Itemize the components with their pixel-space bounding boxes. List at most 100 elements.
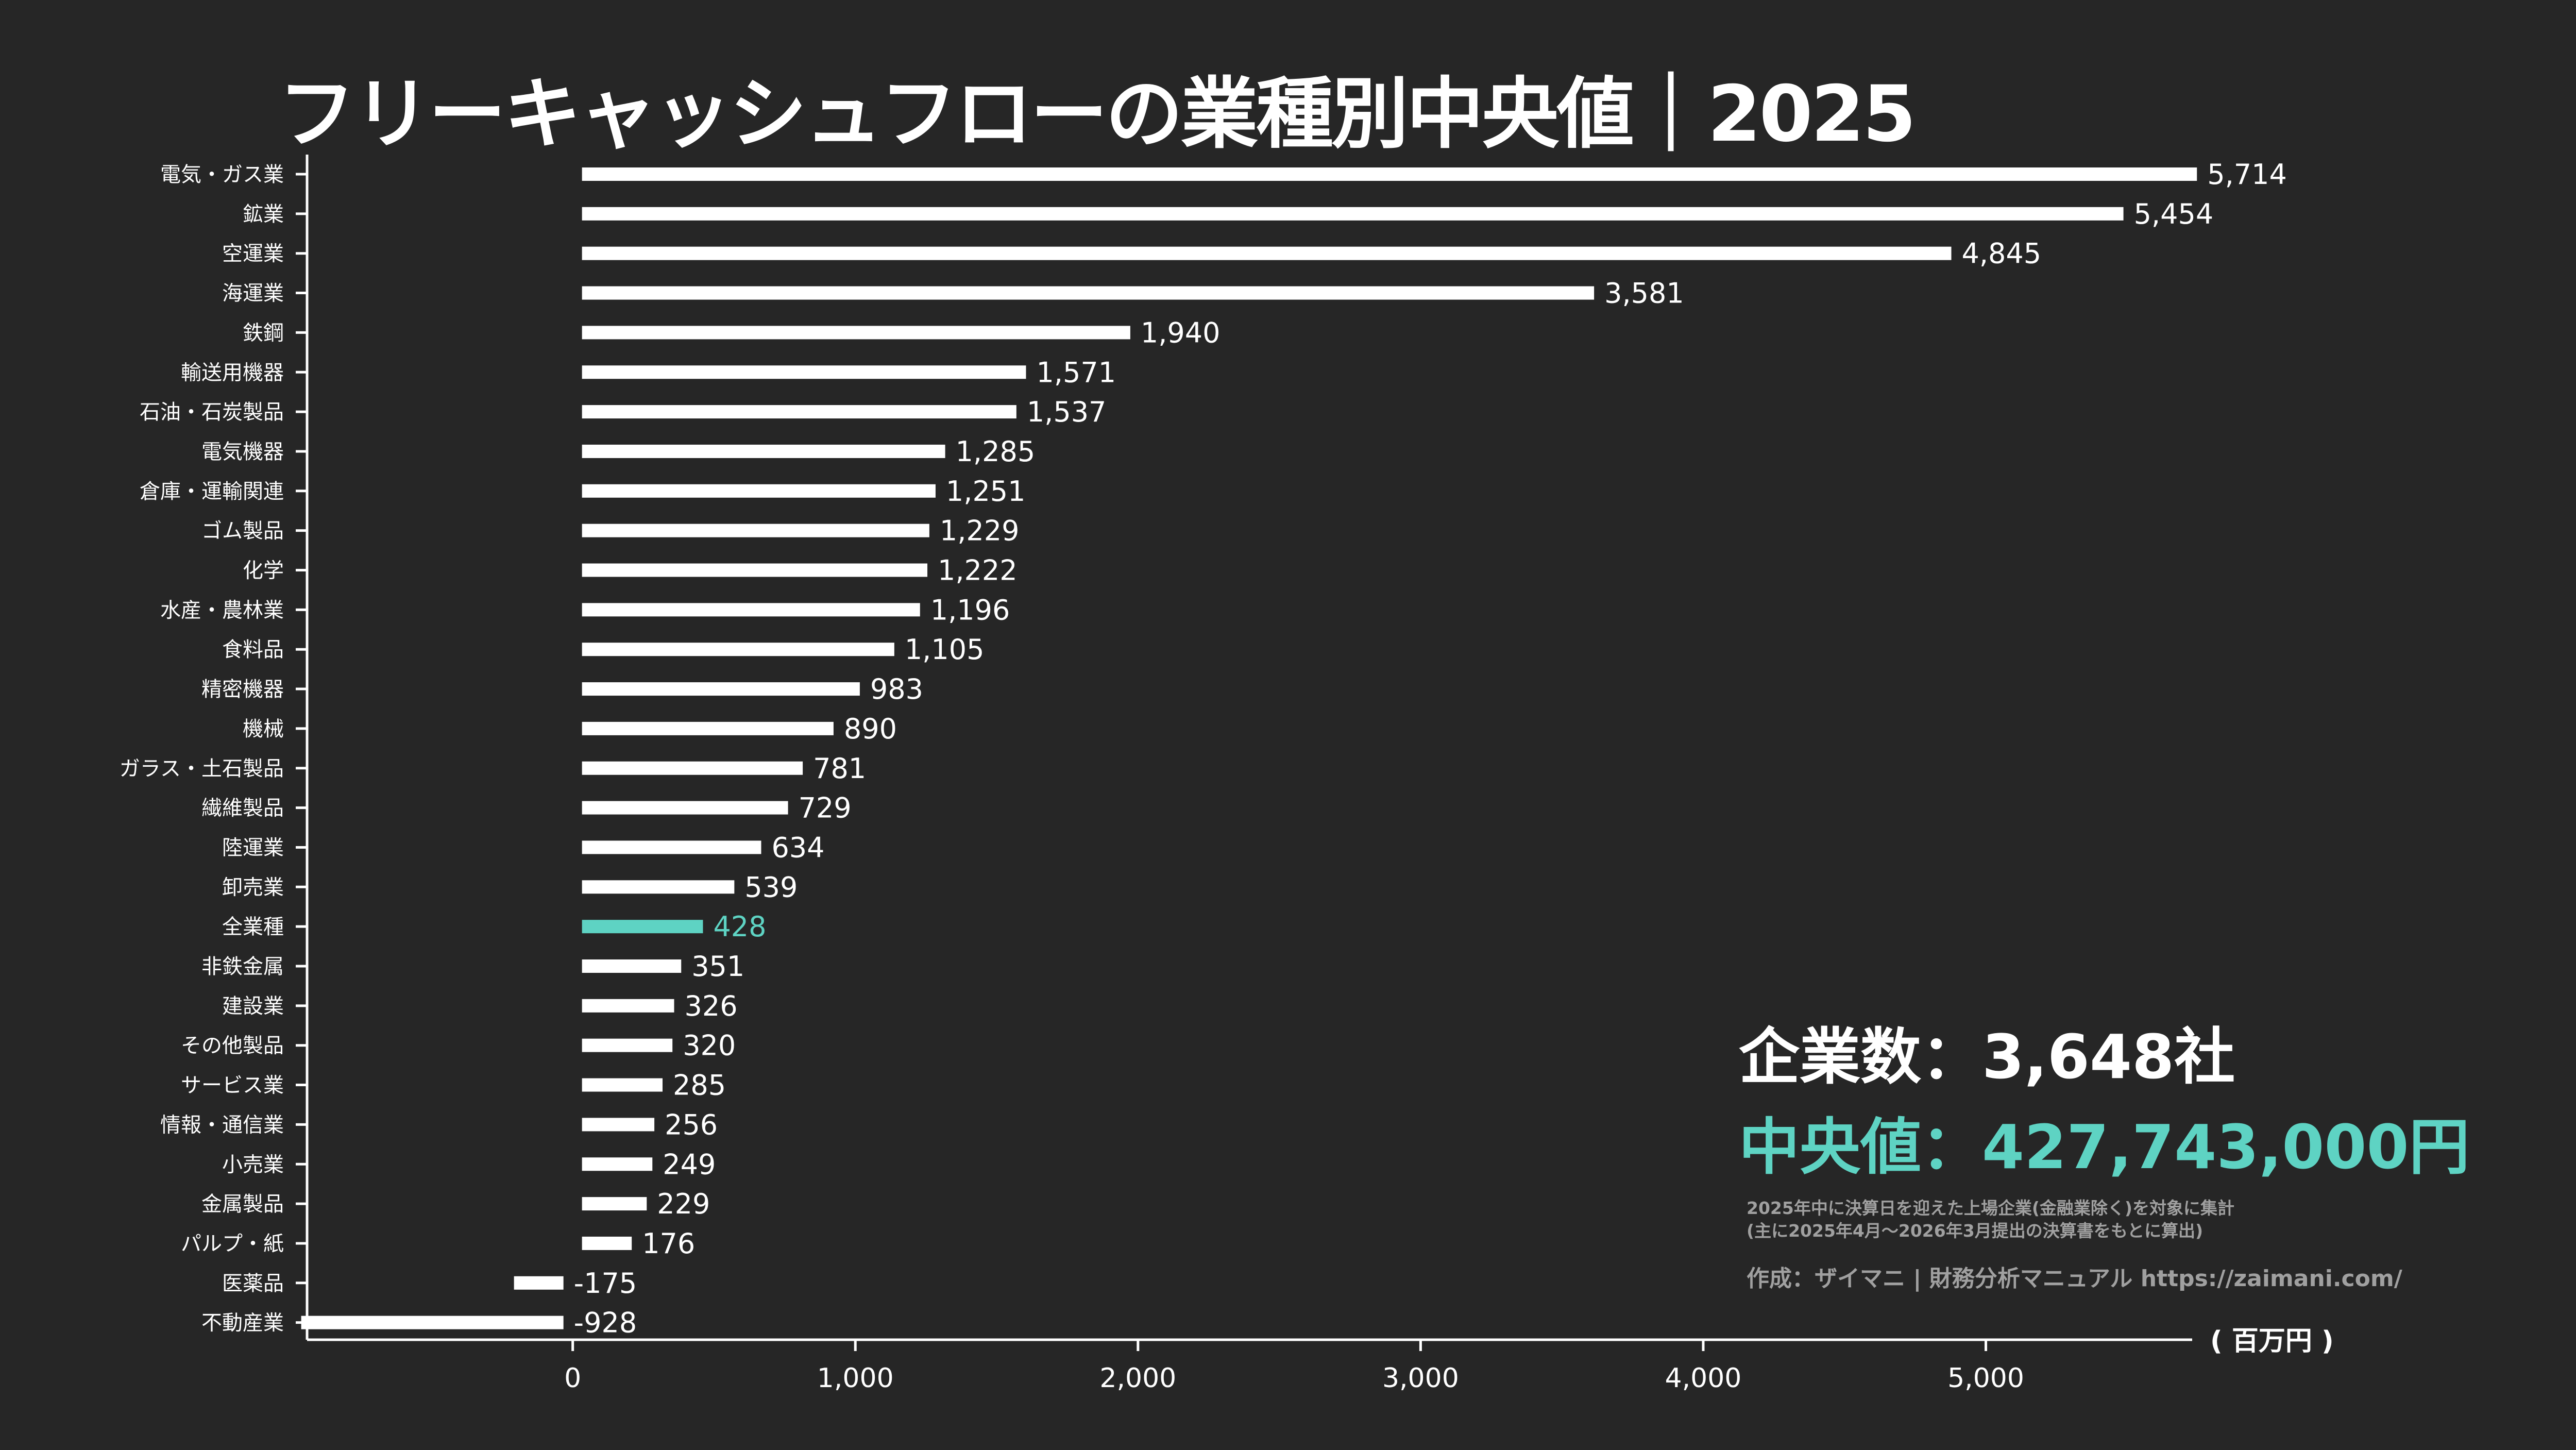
category-label: 倉庫・運輸関連 [140, 480, 284, 503]
value-label: 1,196 [930, 594, 1010, 626]
value-label: 1,105 [905, 633, 985, 666]
category-label: 全業種 [222, 915, 284, 939]
x-tick-label: 0 [564, 1363, 581, 1394]
category-label: 不動産業 [201, 1311, 284, 1335]
bar [582, 405, 1016, 419]
category-label: 化学 [243, 559, 284, 583]
median-value: 中央値：427,743,000円 [1739, 1111, 2470, 1183]
category-label: その他製品 [181, 1034, 284, 1058]
category-label: 非鉄金属 [201, 955, 284, 979]
bar [582, 840, 761, 854]
bar [582, 524, 929, 537]
value-label: -928 [574, 1307, 637, 1339]
bar [582, 246, 1952, 260]
note-line-1: 2025年中に決算日を迎えた上場企業(金融業除く)を対象に集計 [1747, 1198, 2235, 1218]
category-label: 繊維製品 [201, 797, 284, 820]
x-tick-label: 1,000 [817, 1363, 894, 1394]
bar [582, 1157, 653, 1171]
value-label: 351 [691, 950, 744, 983]
value-label: 1,222 [938, 554, 1018, 587]
category-label: 小売業 [222, 1153, 284, 1176]
bar [582, 682, 860, 696]
category-label: パルプ・紙 [181, 1232, 284, 1256]
bar [582, 365, 1026, 379]
bar [582, 1078, 663, 1092]
category-label: 石油・石炭製品 [140, 400, 284, 424]
bar [582, 326, 1130, 340]
bar [582, 563, 928, 577]
category-label: 卸売業 [222, 875, 284, 899]
x-tick-label: 3,000 [1382, 1363, 1459, 1394]
bar [514, 1276, 564, 1290]
value-label: 5,454 [2134, 198, 2214, 230]
bar [301, 1316, 564, 1329]
category-label: サービス業 [181, 1074, 284, 1098]
value-label: 428 [713, 911, 766, 943]
chart-title: フリーキャッシュフローの業種別中央値｜2025 [278, 70, 1916, 159]
value-label: 249 [663, 1148, 716, 1181]
bar [582, 1038, 673, 1052]
bar [582, 761, 803, 775]
value-label: 1,251 [946, 475, 1026, 508]
bar [582, 207, 2124, 221]
value-label: 729 [799, 792, 852, 824]
value-label: 983 [870, 673, 923, 705]
category-label: 電気・ガス業 [160, 163, 284, 187]
bar [582, 721, 834, 735]
bar [582, 444, 945, 458]
value-label: 539 [744, 871, 798, 903]
x-tick-label: 5,000 [1947, 1363, 2024, 1394]
value-label: 4,845 [1962, 238, 2042, 270]
value-label: 285 [673, 1069, 726, 1102]
category-label: 医薬品 [222, 1272, 284, 1295]
note-line-2: (主に2025年4月〜2026年3月提出の決算書をもとに算出) [1747, 1221, 2204, 1241]
x-tick-label: 4,000 [1665, 1363, 1742, 1394]
bar [582, 643, 894, 656]
bar [582, 959, 682, 973]
category-label: 海運業 [222, 282, 284, 306]
category-label: 陸運業 [222, 836, 284, 859]
bar [582, 880, 735, 894]
bar [582, 1197, 647, 1211]
value-label: 1,537 [1027, 396, 1107, 428]
value-label: 781 [813, 752, 866, 785]
value-label: 1,940 [1141, 316, 1221, 349]
bar [582, 1236, 632, 1250]
x-axis-unit-label: ( 百万円 ) [2210, 1326, 2334, 1357]
category-label: 輸送用機器 [181, 361, 284, 384]
category-label: 空運業 [222, 242, 284, 266]
company-count: 企業数：3,648社 [1739, 1021, 2235, 1092]
category-label: ゴム製品 [201, 519, 284, 543]
category-label: 建設業 [222, 994, 284, 1018]
value-label: 3,581 [1604, 277, 1684, 310]
credit: 作成：ザイマニ | 財務分析マニュアル https://zaimani.com/ [1747, 1266, 2402, 1292]
bar [582, 1118, 655, 1132]
bar [582, 167, 2197, 181]
category-label: 電気機器 [201, 440, 284, 464]
category-label: 情報・通信業 [160, 1113, 284, 1137]
category-label: 精密機器 [201, 678, 284, 701]
value-label: 320 [683, 1030, 736, 1062]
value-label: 5,714 [2207, 158, 2287, 191]
bar [582, 603, 920, 617]
category-label: 鉄鋼 [243, 321, 284, 345]
value-label: 890 [844, 713, 897, 745]
bar [582, 920, 703, 934]
category-label: ガラス・土石製品 [120, 757, 284, 781]
category-label: 食料品 [222, 638, 284, 662]
bar [582, 484, 936, 498]
bar [582, 286, 1595, 300]
value-label: 229 [657, 1188, 710, 1220]
value-label: -175 [574, 1267, 637, 1300]
value-label: 176 [642, 1227, 695, 1260]
x-tick-label: 2,000 [1099, 1363, 1176, 1394]
value-label: 1,571 [1036, 356, 1116, 389]
value-label: 256 [665, 1108, 718, 1141]
value-label: 326 [684, 990, 737, 1022]
value-label: 1,229 [940, 515, 1020, 547]
category-label: 水産・農林業 [160, 598, 284, 622]
bar [582, 999, 674, 1013]
bar [582, 801, 788, 815]
value-label: 1,285 [956, 435, 1036, 468]
